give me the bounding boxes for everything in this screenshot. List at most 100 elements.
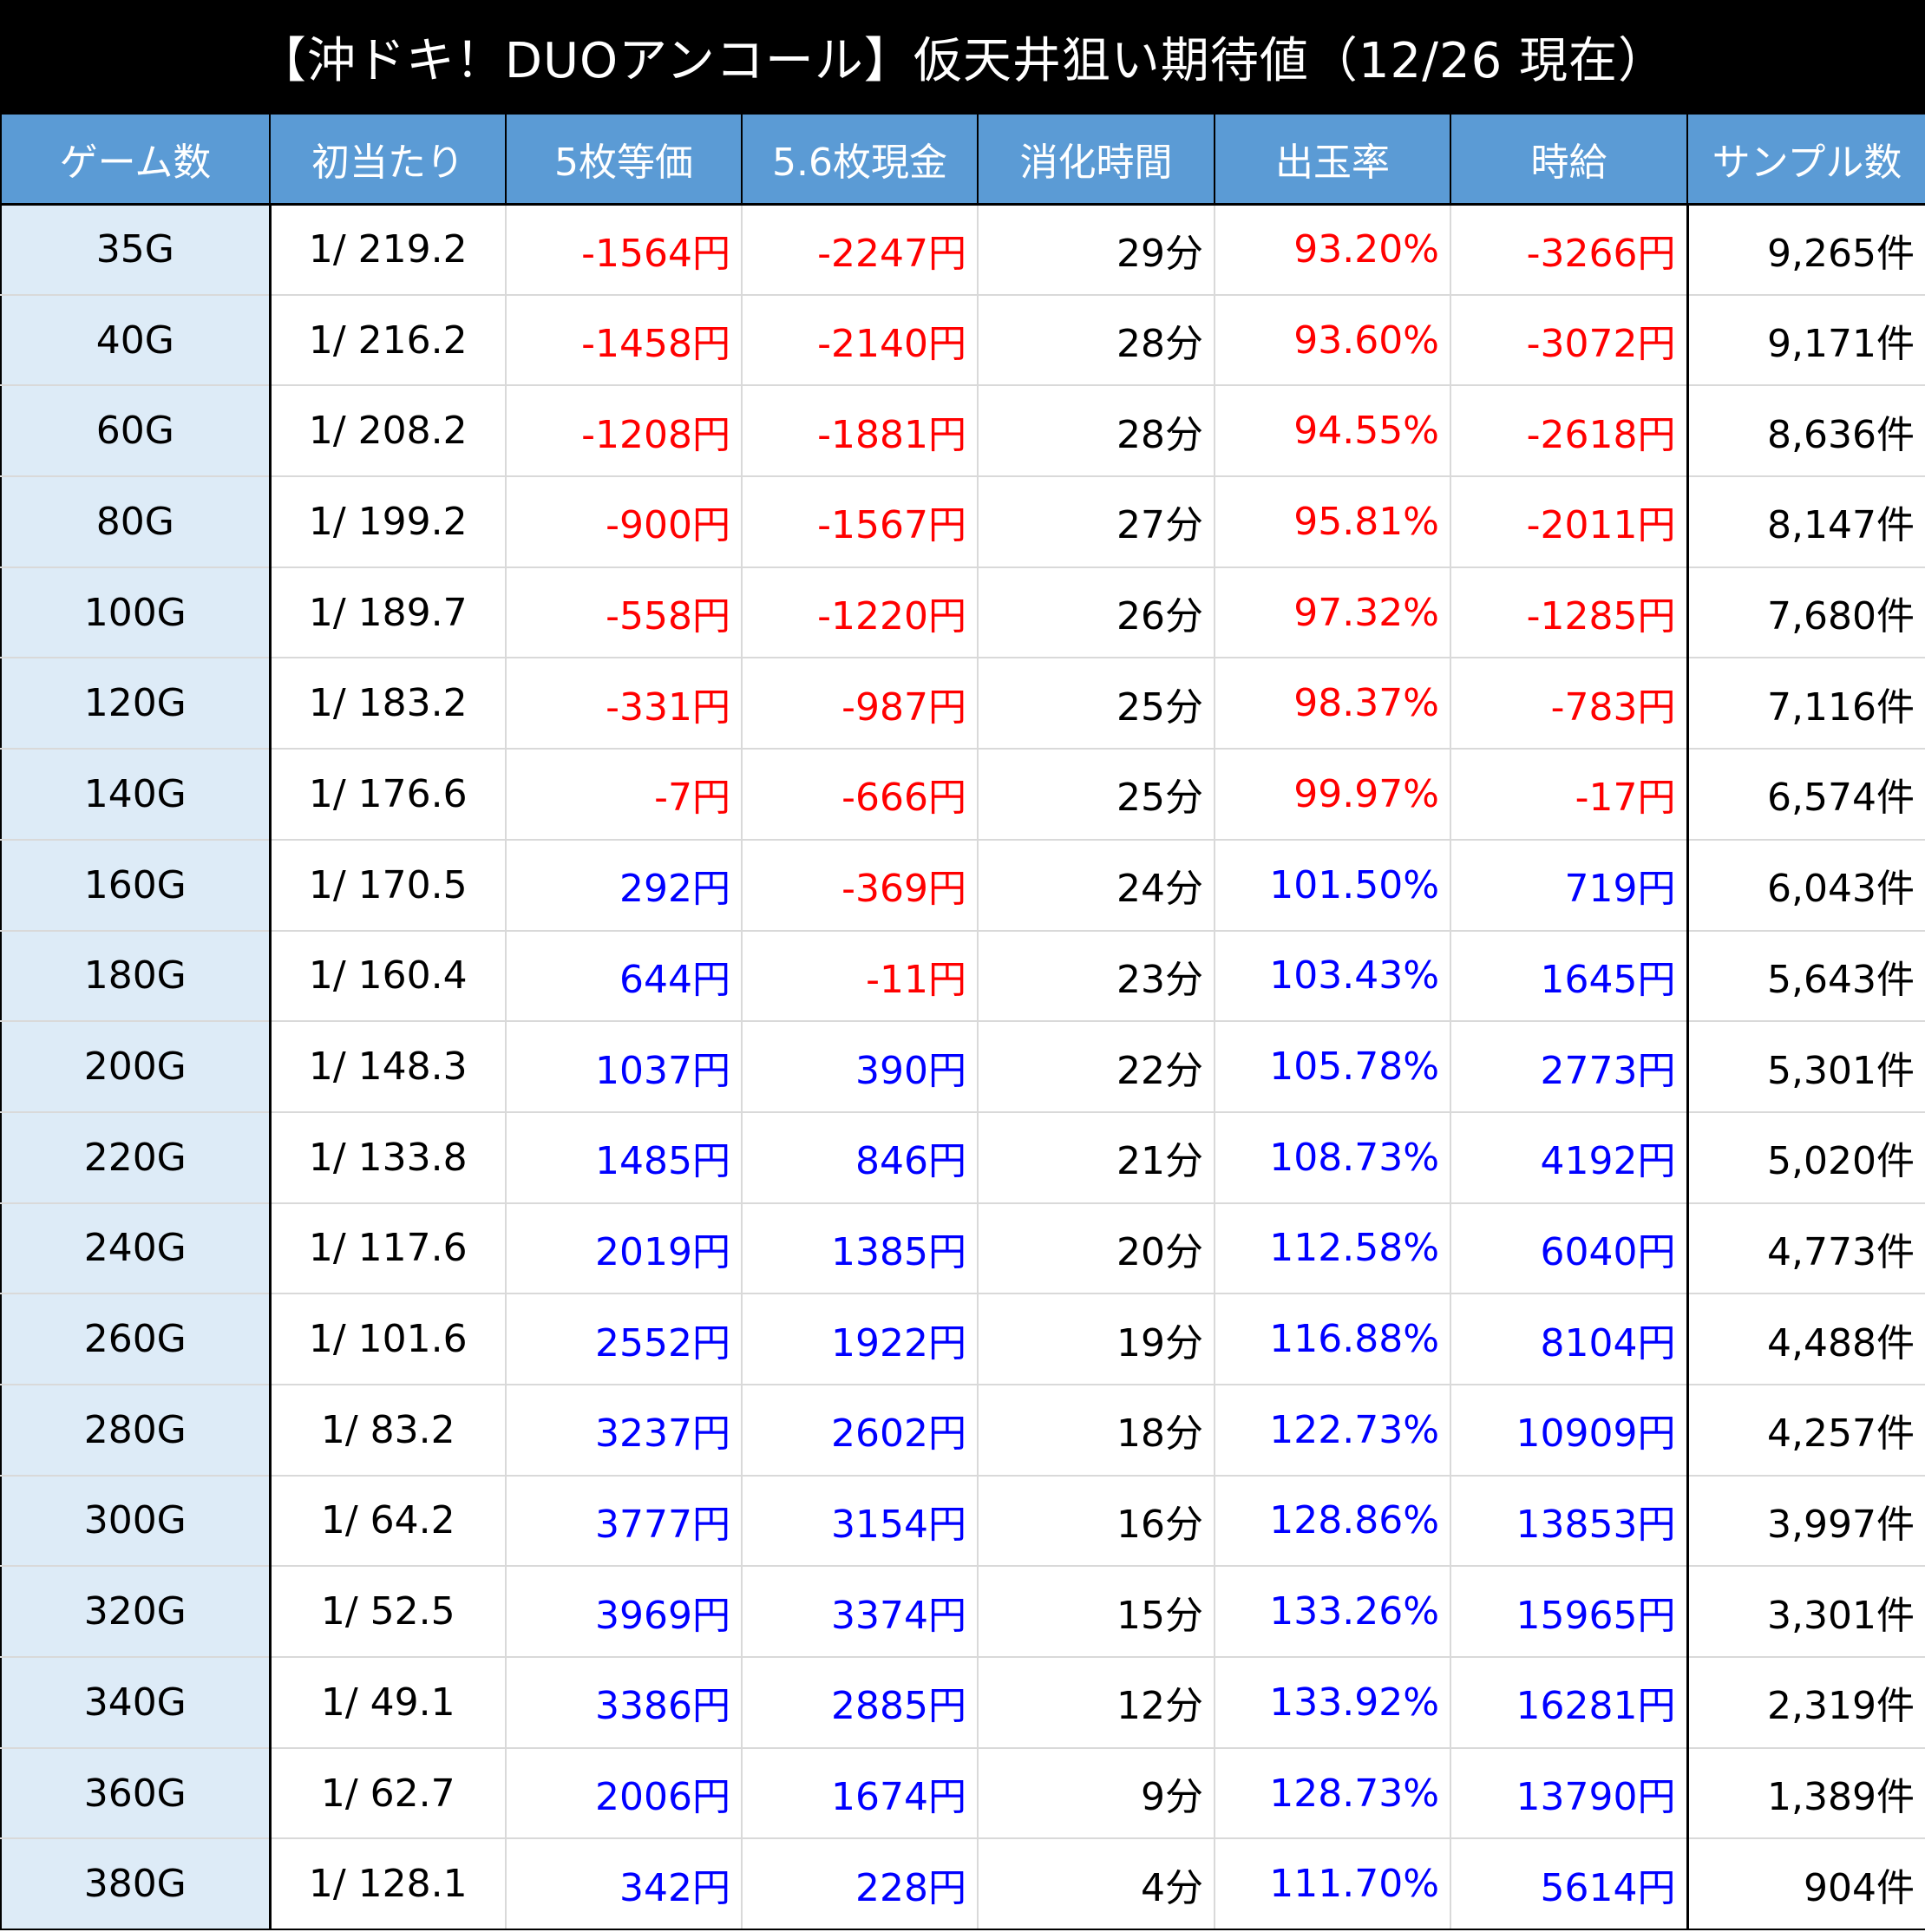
cell-5-equivalent: -1458円: [505, 294, 742, 387]
cell-sample-count: 6,574件: [1686, 749, 1925, 841]
cell-sample-count: 1,389件: [1686, 1747, 1925, 1840]
cell-hourly-wage: 5614円: [1450, 1838, 1687, 1931]
table-row: 320G 1/ 52.5 3969円 3374円 15分 133.26% 15965円 3,3…: [0, 1566, 1925, 1658]
cell-play-time: 12分: [977, 1657, 1215, 1749]
table-row: 380G 1/ 128.1 342円 228円 4分 111.70% 5614円 904件: [0, 1838, 1925, 1931]
cell-sample-count: 8,147件: [1686, 476, 1925, 568]
cell-hourly-wage: 15965円: [1450, 1566, 1687, 1658]
cell-5-equivalent: 2552円: [505, 1293, 742, 1385]
cell-5-equivalent: 292円: [505, 839, 742, 932]
table-row: 180G 1/ 160.4 644円 -11円 23分 103.43% 1645円 5,643…: [0, 930, 1925, 1023]
cell-payout-rate: 93.20%: [1214, 204, 1450, 296]
cell-5-equivalent: 3777円: [505, 1475, 742, 1568]
cell-game-count: 200G: [0, 1021, 272, 1113]
cell-payout-rate: 122.73%: [1214, 1384, 1450, 1477]
cell-payout-rate: 103.43%: [1214, 930, 1450, 1023]
cell-payout-rate: 95.81%: [1214, 476, 1450, 568]
cell-5-equivalent: 1037円: [505, 1021, 742, 1113]
cell-game-count: 40G: [0, 294, 272, 387]
cell-5-equivalent: 342円: [505, 1838, 742, 1931]
cell-5-6-cash: -11円: [741, 930, 978, 1023]
cell-play-time: 18分: [977, 1384, 1215, 1477]
cell-payout-rate: 101.50%: [1214, 839, 1450, 932]
cell-hourly-wage: 6040円: [1450, 1202, 1687, 1295]
cell-payout-rate: 133.26%: [1214, 1566, 1450, 1658]
header-sample-count: サンプル数: [1686, 113, 1925, 206]
cell-hourly-wage: -3266円: [1450, 204, 1687, 296]
cell-5-equivalent: -1564円: [505, 204, 742, 296]
cell-first-hit: 1/ 199.2: [269, 476, 506, 568]
cell-sample-count: 7,680件: [1686, 567, 1925, 659]
cell-play-time: 23分: [977, 930, 1215, 1023]
cell-5-6-cash: -369円: [741, 839, 978, 932]
cell-first-hit: 1/ 160.4: [269, 930, 506, 1023]
cell-first-hit: 1/ 64.2: [269, 1475, 506, 1568]
cell-first-hit: 1/ 133.8: [269, 1111, 506, 1204]
cell-play-time: 21分: [977, 1111, 1215, 1204]
cell-play-time: 16分: [977, 1475, 1215, 1568]
cell-play-time: 20分: [977, 1202, 1215, 1295]
cell-game-count: 260G: [0, 1293, 272, 1385]
cell-play-time: 15分: [977, 1566, 1215, 1658]
cell-first-hit: 1/ 52.5: [269, 1566, 506, 1658]
cell-game-count: 80G: [0, 476, 272, 568]
cell-first-hit: 1/ 117.6: [269, 1202, 506, 1295]
cell-play-time: 28分: [977, 294, 1215, 387]
cell-5-equivalent: 3386円: [505, 1657, 742, 1749]
cell-payout-rate: 111.70%: [1214, 1838, 1450, 1931]
cell-first-hit: 1/ 148.3: [269, 1021, 506, 1113]
cell-hourly-wage: -2011円: [1450, 476, 1687, 568]
cell-first-hit: 1/ 83.2: [269, 1384, 506, 1477]
cell-play-time: 24分: [977, 839, 1215, 932]
cell-5-6-cash: 1674円: [741, 1747, 978, 1840]
cell-play-time: 25分: [977, 749, 1215, 841]
cell-game-count: 120G: [0, 658, 272, 750]
cell-hourly-wage: 16281円: [1450, 1657, 1687, 1749]
cell-first-hit: 1/ 208.2: [269, 385, 506, 478]
cell-hourly-wage: 4192円: [1450, 1111, 1687, 1204]
cell-game-count: 100G: [0, 567, 272, 659]
cell-payout-rate: 93.60%: [1214, 294, 1450, 387]
table-row: 360G 1/ 62.7 2006円 1674円 9分 128.73% 13790円 1,38…: [0, 1747, 1925, 1840]
table-row: 160G 1/ 170.5 292円 -369円 24分 101.50% 719円 6,043…: [0, 839, 1925, 932]
cell-payout-rate: 133.92%: [1214, 1657, 1450, 1749]
cell-hourly-wage: 13853円: [1450, 1475, 1687, 1568]
cell-5-6-cash: 3374円: [741, 1566, 978, 1658]
cell-play-time: 19分: [977, 1293, 1215, 1385]
cell-game-count: 35G: [0, 204, 272, 296]
table-row: 35G 1/ 219.2 -1564円 -2247円 29分 93.20% -3266円 9,…: [0, 204, 1925, 296]
cell-5-6-cash: -1567円: [741, 476, 978, 568]
table-row: 300G 1/ 64.2 3777円 3154円 16分 128.86% 13853円 3,9…: [0, 1475, 1925, 1568]
page-title: 【沖ドキ！DUOアンコール】仮天井狙い期待値（12/26 現在）: [0, 0, 1925, 113]
cell-game-count: 180G: [0, 930, 272, 1023]
cell-hourly-wage: 13790円: [1450, 1747, 1687, 1840]
cell-5-6-cash: -1881円: [741, 385, 978, 478]
cell-hourly-wage: 2773円: [1450, 1021, 1687, 1113]
table-row: 120G 1/ 183.2 -331円 -987円 25分 98.37% -783円 7,11…: [0, 658, 1925, 750]
cell-play-time: 26分: [977, 567, 1215, 659]
cell-5-equivalent: -900円: [505, 476, 742, 568]
cell-play-time: 29分: [977, 204, 1215, 296]
cell-5-equivalent: -331円: [505, 658, 742, 750]
cell-payout-rate: 97.32%: [1214, 567, 1450, 659]
cell-payout-rate: 108.73%: [1214, 1111, 1450, 1204]
cell-payout-rate: 94.55%: [1214, 385, 1450, 478]
header-hourly-wage: 時給: [1450, 113, 1687, 206]
cell-sample-count: 5,020件: [1686, 1111, 1925, 1204]
cell-sample-count: 9,265件: [1686, 204, 1925, 296]
table-row: 60G 1/ 208.2 -1208円 -1881円 28分 94.55% -2618円 8,…: [0, 385, 1925, 478]
table-row: 280G 1/ 83.2 3237円 2602円 18分 122.73% 10909円 4,2…: [0, 1384, 1925, 1477]
cell-sample-count: 904件: [1686, 1838, 1925, 1931]
cell-payout-rate: 112.58%: [1214, 1202, 1450, 1295]
cell-hourly-wage: 719円: [1450, 839, 1687, 932]
cell-5-equivalent: 2019円: [505, 1202, 742, 1295]
expected-value-table: ゲーム数 初当たり 5枚等価 5.6枚現金 消化時間 出玉率 時給 サンプル数 …: [0, 113, 1925, 1931]
cell-5-6-cash: -2247円: [741, 204, 978, 296]
table-row: 220G 1/ 133.8 1485円 846円 21分 108.73% 4192円 5,02…: [0, 1111, 1925, 1204]
cell-sample-count: 5,301件: [1686, 1021, 1925, 1113]
header-play-time: 消化時間: [977, 113, 1215, 206]
cell-5-6-cash: 1385円: [741, 1202, 978, 1295]
table-row: 260G 1/ 101.6 2552円 1922円 19分 116.88% 8104円 4,4…: [0, 1293, 1925, 1385]
cell-game-count: 300G: [0, 1475, 272, 1568]
cell-5-6-cash: 2602円: [741, 1384, 978, 1477]
